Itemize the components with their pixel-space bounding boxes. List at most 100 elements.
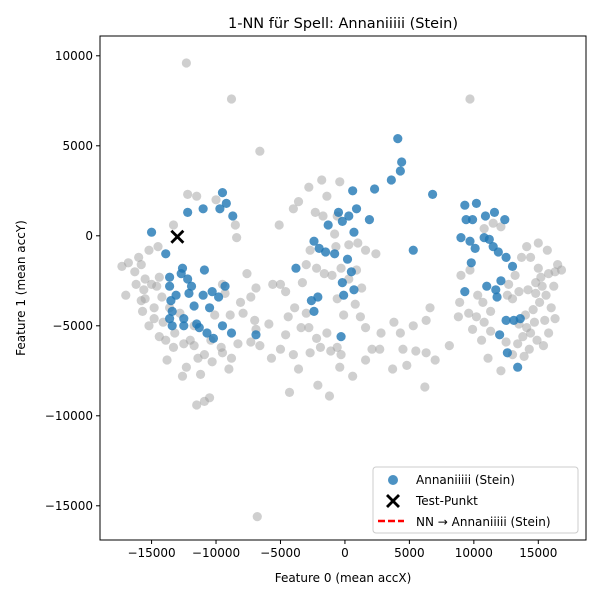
class-point (198, 290, 208, 300)
class-point (501, 315, 511, 325)
class-point (482, 281, 492, 291)
other-class-point (501, 337, 511, 347)
other-class-point (529, 317, 540, 327)
other-class-point (319, 269, 329, 279)
other-class-point (288, 350, 298, 360)
class-point (471, 198, 482, 208)
other-class-point (376, 328, 386, 338)
other-class-point (153, 242, 163, 252)
class-point (489, 207, 500, 217)
chart-title: 1-NN für Spell: Annaniiiii (Stein) (228, 16, 458, 32)
class-point (480, 211, 491, 221)
other-class-point (290, 303, 300, 313)
class-point (348, 186, 358, 196)
other-class-point (313, 380, 323, 390)
other-class-point (330, 229, 340, 239)
class-point (408, 245, 418, 255)
other-class-point (288, 204, 298, 214)
y-tick-label: 10000 (55, 49, 93, 63)
other-class-point (226, 94, 237, 104)
other-class-point (375, 344, 385, 354)
other-class-point (455, 297, 465, 307)
other-class-point (225, 310, 235, 320)
other-class-point (357, 283, 367, 293)
other-class-point (266, 353, 277, 363)
other-class-point (488, 218, 498, 228)
other-class-point (140, 294, 150, 304)
other-class-point (305, 348, 315, 358)
legend-test-marker (386, 494, 400, 508)
y-tick-label: −5000 (52, 319, 93, 333)
other-class-point (274, 220, 284, 230)
other-class-point (177, 371, 188, 381)
other-class-point (283, 312, 293, 322)
class-point (467, 215, 478, 225)
other-class-point (131, 279, 141, 289)
other-class-point (420, 382, 430, 392)
class-point (165, 272, 175, 282)
points-layer (117, 58, 567, 522)
other-class-point (335, 362, 345, 372)
other-class-point (335, 177, 345, 187)
other-class-point (192, 191, 202, 201)
other-class-point (476, 335, 487, 345)
other-class-point (388, 364, 398, 374)
other-class-point (168, 220, 179, 230)
class-point (496, 276, 506, 286)
class-point (501, 252, 511, 262)
other-class-point (478, 297, 488, 307)
other-class-point (304, 323, 314, 333)
class-point (336, 332, 346, 342)
class-point (146, 227, 157, 237)
other-class-point (537, 281, 547, 291)
other-class-point (117, 261, 127, 271)
other-class-point (195, 369, 206, 379)
class-point (466, 258, 476, 268)
other-class-point (246, 337, 256, 347)
class-point (228, 211, 238, 221)
x-tick-label: −10000 (192, 546, 240, 560)
other-class-point (207, 357, 217, 367)
other-class-point (232, 233, 242, 243)
other-class-point (324, 391, 335, 401)
other-class-point (522, 323, 532, 333)
other-class-point (199, 350, 210, 360)
class-point (513, 362, 523, 372)
other-class-point (322, 328, 332, 338)
other-class-point (465, 265, 475, 275)
other-class-point (301, 260, 311, 270)
class-point (251, 330, 261, 340)
class-point (165, 281, 175, 291)
other-class-point (465, 94, 475, 104)
other-class-point (546, 303, 556, 313)
other-class-point (522, 242, 532, 252)
other-class-point (514, 287, 524, 297)
class-point (179, 321, 189, 331)
other-class-point (154, 272, 164, 282)
other-class-point (524, 344, 534, 354)
other-class-point (533, 263, 543, 273)
plot-frame (99, 35, 587, 541)
class-point (491, 285, 501, 295)
class-point (461, 215, 471, 225)
other-class-point (421, 348, 431, 358)
class-point (215, 204, 225, 214)
legend-nn-label: NN → Annaniiiii (Stein) (416, 515, 551, 529)
class-point (313, 292, 323, 302)
other-class-point (293, 197, 304, 207)
class-point (213, 292, 224, 302)
legend-class-label: Annaniiiii (Stein) (416, 473, 515, 487)
other-class-point (344, 240, 354, 250)
other-class-point (408, 321, 418, 331)
other-class-point (464, 308, 474, 318)
class-point (493, 247, 503, 257)
other-class-point (139, 285, 149, 295)
other-class-point (496, 366, 506, 376)
other-class-point (421, 315, 431, 325)
other-class-point (322, 191, 332, 201)
class-point (186, 281, 197, 291)
other-class-point (121, 290, 131, 300)
other-class-point (293, 364, 304, 374)
class-point (204, 303, 215, 313)
other-class-point (360, 245, 371, 255)
